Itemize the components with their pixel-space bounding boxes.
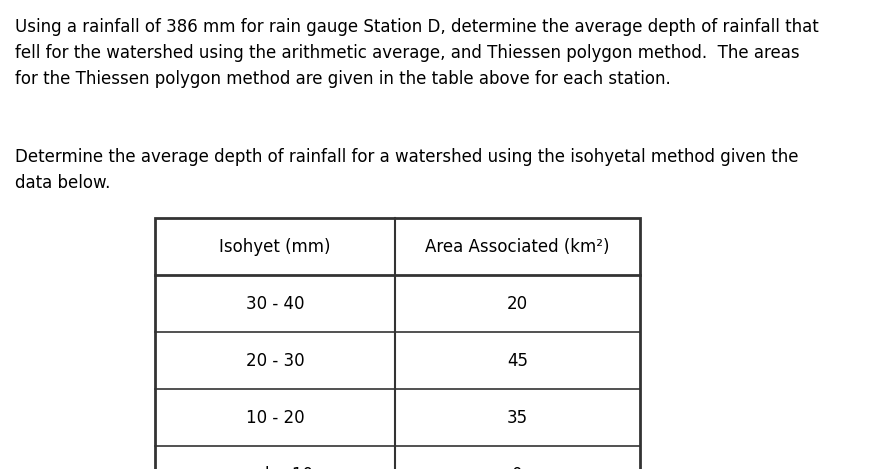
Text: 0: 0 <box>513 466 522 469</box>
Text: Isohyet (mm): Isohyet (mm) <box>219 237 331 256</box>
Text: 10 - 20: 10 - 20 <box>246 408 304 426</box>
Text: Determine the average depth of rainfall for a watershed using the isohyetal meth: Determine the average depth of rainfall … <box>15 148 798 166</box>
Text: fell for the watershed using the arithmetic average, and Thiessen polygon method: fell for the watershed using the arithme… <box>15 44 799 62</box>
Text: 30 - 40: 30 - 40 <box>246 295 304 312</box>
Text: 35: 35 <box>507 408 528 426</box>
Text: under 10: under 10 <box>238 466 312 469</box>
Text: Area Associated (km²): Area Associated (km²) <box>425 237 610 256</box>
Text: Using a rainfall of 386 mm for rain gauge Station D, determine the average depth: Using a rainfall of 386 mm for rain gaug… <box>15 18 819 36</box>
Text: 20 - 30: 20 - 30 <box>246 351 304 370</box>
Text: for the Thiessen polygon method are given in the table above for each station.: for the Thiessen polygon method are give… <box>15 70 671 88</box>
Text: 45: 45 <box>507 351 528 370</box>
Text: data below.: data below. <box>15 174 110 192</box>
Text: 20: 20 <box>507 295 528 312</box>
Bar <box>155 218 640 469</box>
